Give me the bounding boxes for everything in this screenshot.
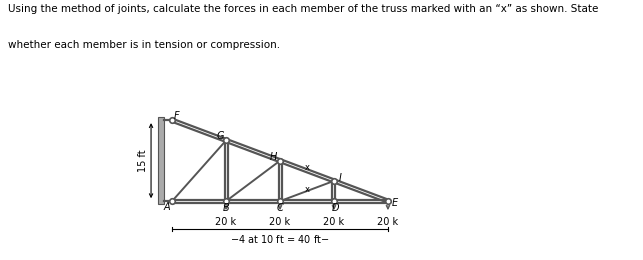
Text: x: x <box>305 185 309 194</box>
Text: 20 k: 20 k <box>377 217 399 227</box>
Text: G: G <box>217 131 224 141</box>
Text: 20 k: 20 k <box>323 217 345 227</box>
Text: A: A <box>163 202 170 212</box>
Text: D: D <box>332 203 340 213</box>
Text: B: B <box>222 203 230 213</box>
Text: 20 k: 20 k <box>215 217 237 227</box>
Text: 15 ft: 15 ft <box>138 149 148 172</box>
Text: 20 k: 20 k <box>269 217 291 227</box>
Text: I: I <box>339 173 342 183</box>
Text: F: F <box>174 111 179 121</box>
Text: C: C <box>276 203 284 213</box>
Text: E: E <box>392 198 397 208</box>
Text: Using the method of joints, calculate the forces in each member of the truss mar: Using the method of joints, calculate th… <box>8 4 598 14</box>
Text: whether each member is in tension or compression.: whether each member is in tension or com… <box>8 40 280 50</box>
Text: H: H <box>270 152 277 162</box>
Text: x: x <box>305 162 309 172</box>
Bar <box>158 118 164 204</box>
Text: $-$4 at 10 ft = 40 ft$-$: $-$4 at 10 ft = 40 ft$-$ <box>230 233 330 245</box>
